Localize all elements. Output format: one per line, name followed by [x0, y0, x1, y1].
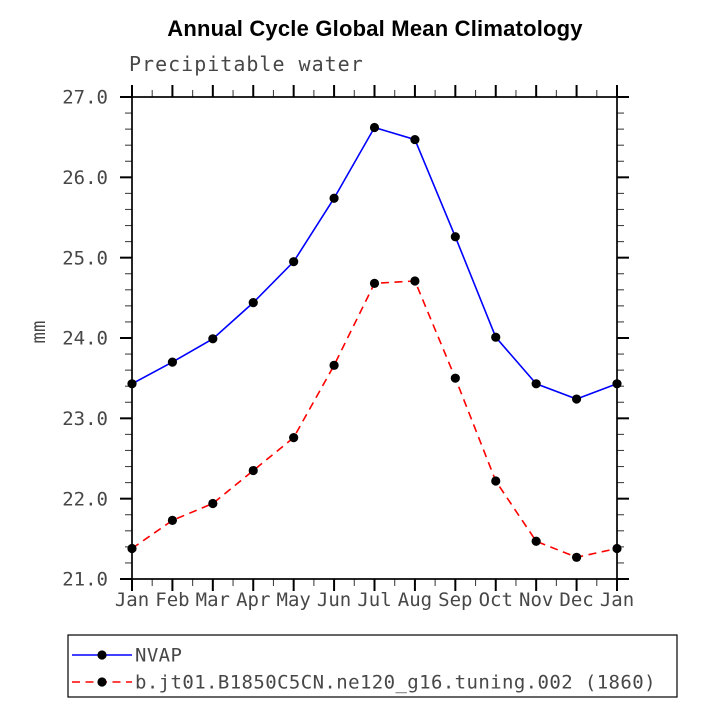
legend-marker-swatch: [97, 650, 107, 660]
data-point-marker: [450, 373, 460, 383]
y-tick-label: 22.0: [62, 488, 108, 510]
series-nvap: [127, 122, 622, 404]
y-tick-label: 25.0: [62, 247, 108, 269]
y-axis-tick-labels: 21.0 22.0 23.0 24.0 25.0 26.0 27.0: [62, 87, 108, 591]
data-point-marker: [531, 379, 541, 389]
x-tick-label: Jun: [317, 589, 351, 611]
legend-item: b.jt01.B1850C5CN.ne120_g16.tuning.002 (1…: [72, 672, 656, 694]
y-tick-label: 24.0: [62, 328, 108, 350]
data-point-marker: [208, 498, 218, 509]
x-tick-label: Aug: [398, 589, 432, 611]
x-axis-tick-labels: Jan Feb Mar Apr May Jun Jul Aug Sep Oct Nov Dec Jan: [115, 589, 634, 611]
legend-marker-swatch: [97, 677, 107, 687]
data-point-marker: [127, 379, 137, 389]
data-point-marker: [491, 476, 501, 486]
y-axis-ticks: [120, 96, 629, 580]
legend-item: NVAP: [72, 645, 182, 667]
x-tick-label: Mar: [196, 589, 230, 611]
x-tick-label: Jul: [357, 589, 391, 611]
data-point-marker: [571, 394, 582, 404]
data-point-marker: [127, 543, 137, 554]
y-axis-label: mm: [28, 321, 50, 344]
legend-label: b.jt01.B1850C5CN.ne120_g16.tuning.002 (1…: [135, 672, 656, 694]
x-tick-label: Jan: [600, 589, 634, 611]
data-point-marker: [571, 552, 582, 562]
data-point-marker: [248, 298, 258, 308]
data-point-marker: [289, 257, 299, 267]
plot-border: [131, 96, 618, 580]
x-tick-label: Oct: [479, 589, 513, 611]
data-point-marker: [289, 433, 299, 443]
legend-box: [67, 634, 678, 698]
series-line: [131, 126, 618, 400]
data-point-marker: [167, 515, 178, 525]
data-point-marker: [369, 122, 380, 133]
chart-title: Annual Cycle Global Mean Climatology: [167, 16, 583, 41]
legend: NVAP b.jt01.B1850C5CN.ne120_g16.tuning.00…: [67, 634, 678, 698]
series-model: [127, 276, 622, 562]
legend-label: NVAP: [135, 645, 182, 667]
data-point-marker: [369, 278, 380, 288]
x-tick-label: Apr: [236, 589, 270, 611]
y-tick-label: 26.0: [62, 167, 108, 189]
data-point-marker: [531, 536, 541, 546]
x-tick-label: Dec: [559, 589, 593, 611]
data-point-marker: [612, 543, 622, 554]
series-line: [131, 280, 618, 559]
data-point-marker: [329, 360, 339, 370]
chart-subtitle: Precipitable water: [129, 52, 364, 76]
y-tick-label: 21.0: [62, 569, 108, 591]
data-point-marker: [450, 232, 460, 242]
data-point-marker: [491, 332, 501, 342]
x-axis-ticks: [131, 85, 618, 591]
data-point-marker: [410, 276, 420, 286]
x-tick-label: Sep: [438, 589, 472, 611]
data-point-marker: [167, 357, 178, 367]
x-tick-label: Jan: [115, 589, 149, 611]
data-point-marker: [248, 465, 258, 476]
data-point-marker: [329, 193, 339, 203]
data-point-marker: [410, 134, 420, 145]
data-point-marker: [208, 334, 218, 344]
x-tick-label: May: [277, 589, 311, 611]
y-tick-label: 27.0: [62, 87, 108, 109]
x-tick-label: Feb: [155, 589, 189, 611]
x-tick-label: Nov: [519, 589, 553, 611]
data-point-marker: [612, 379, 622, 389]
y-tick-label: 23.0: [62, 408, 108, 430]
